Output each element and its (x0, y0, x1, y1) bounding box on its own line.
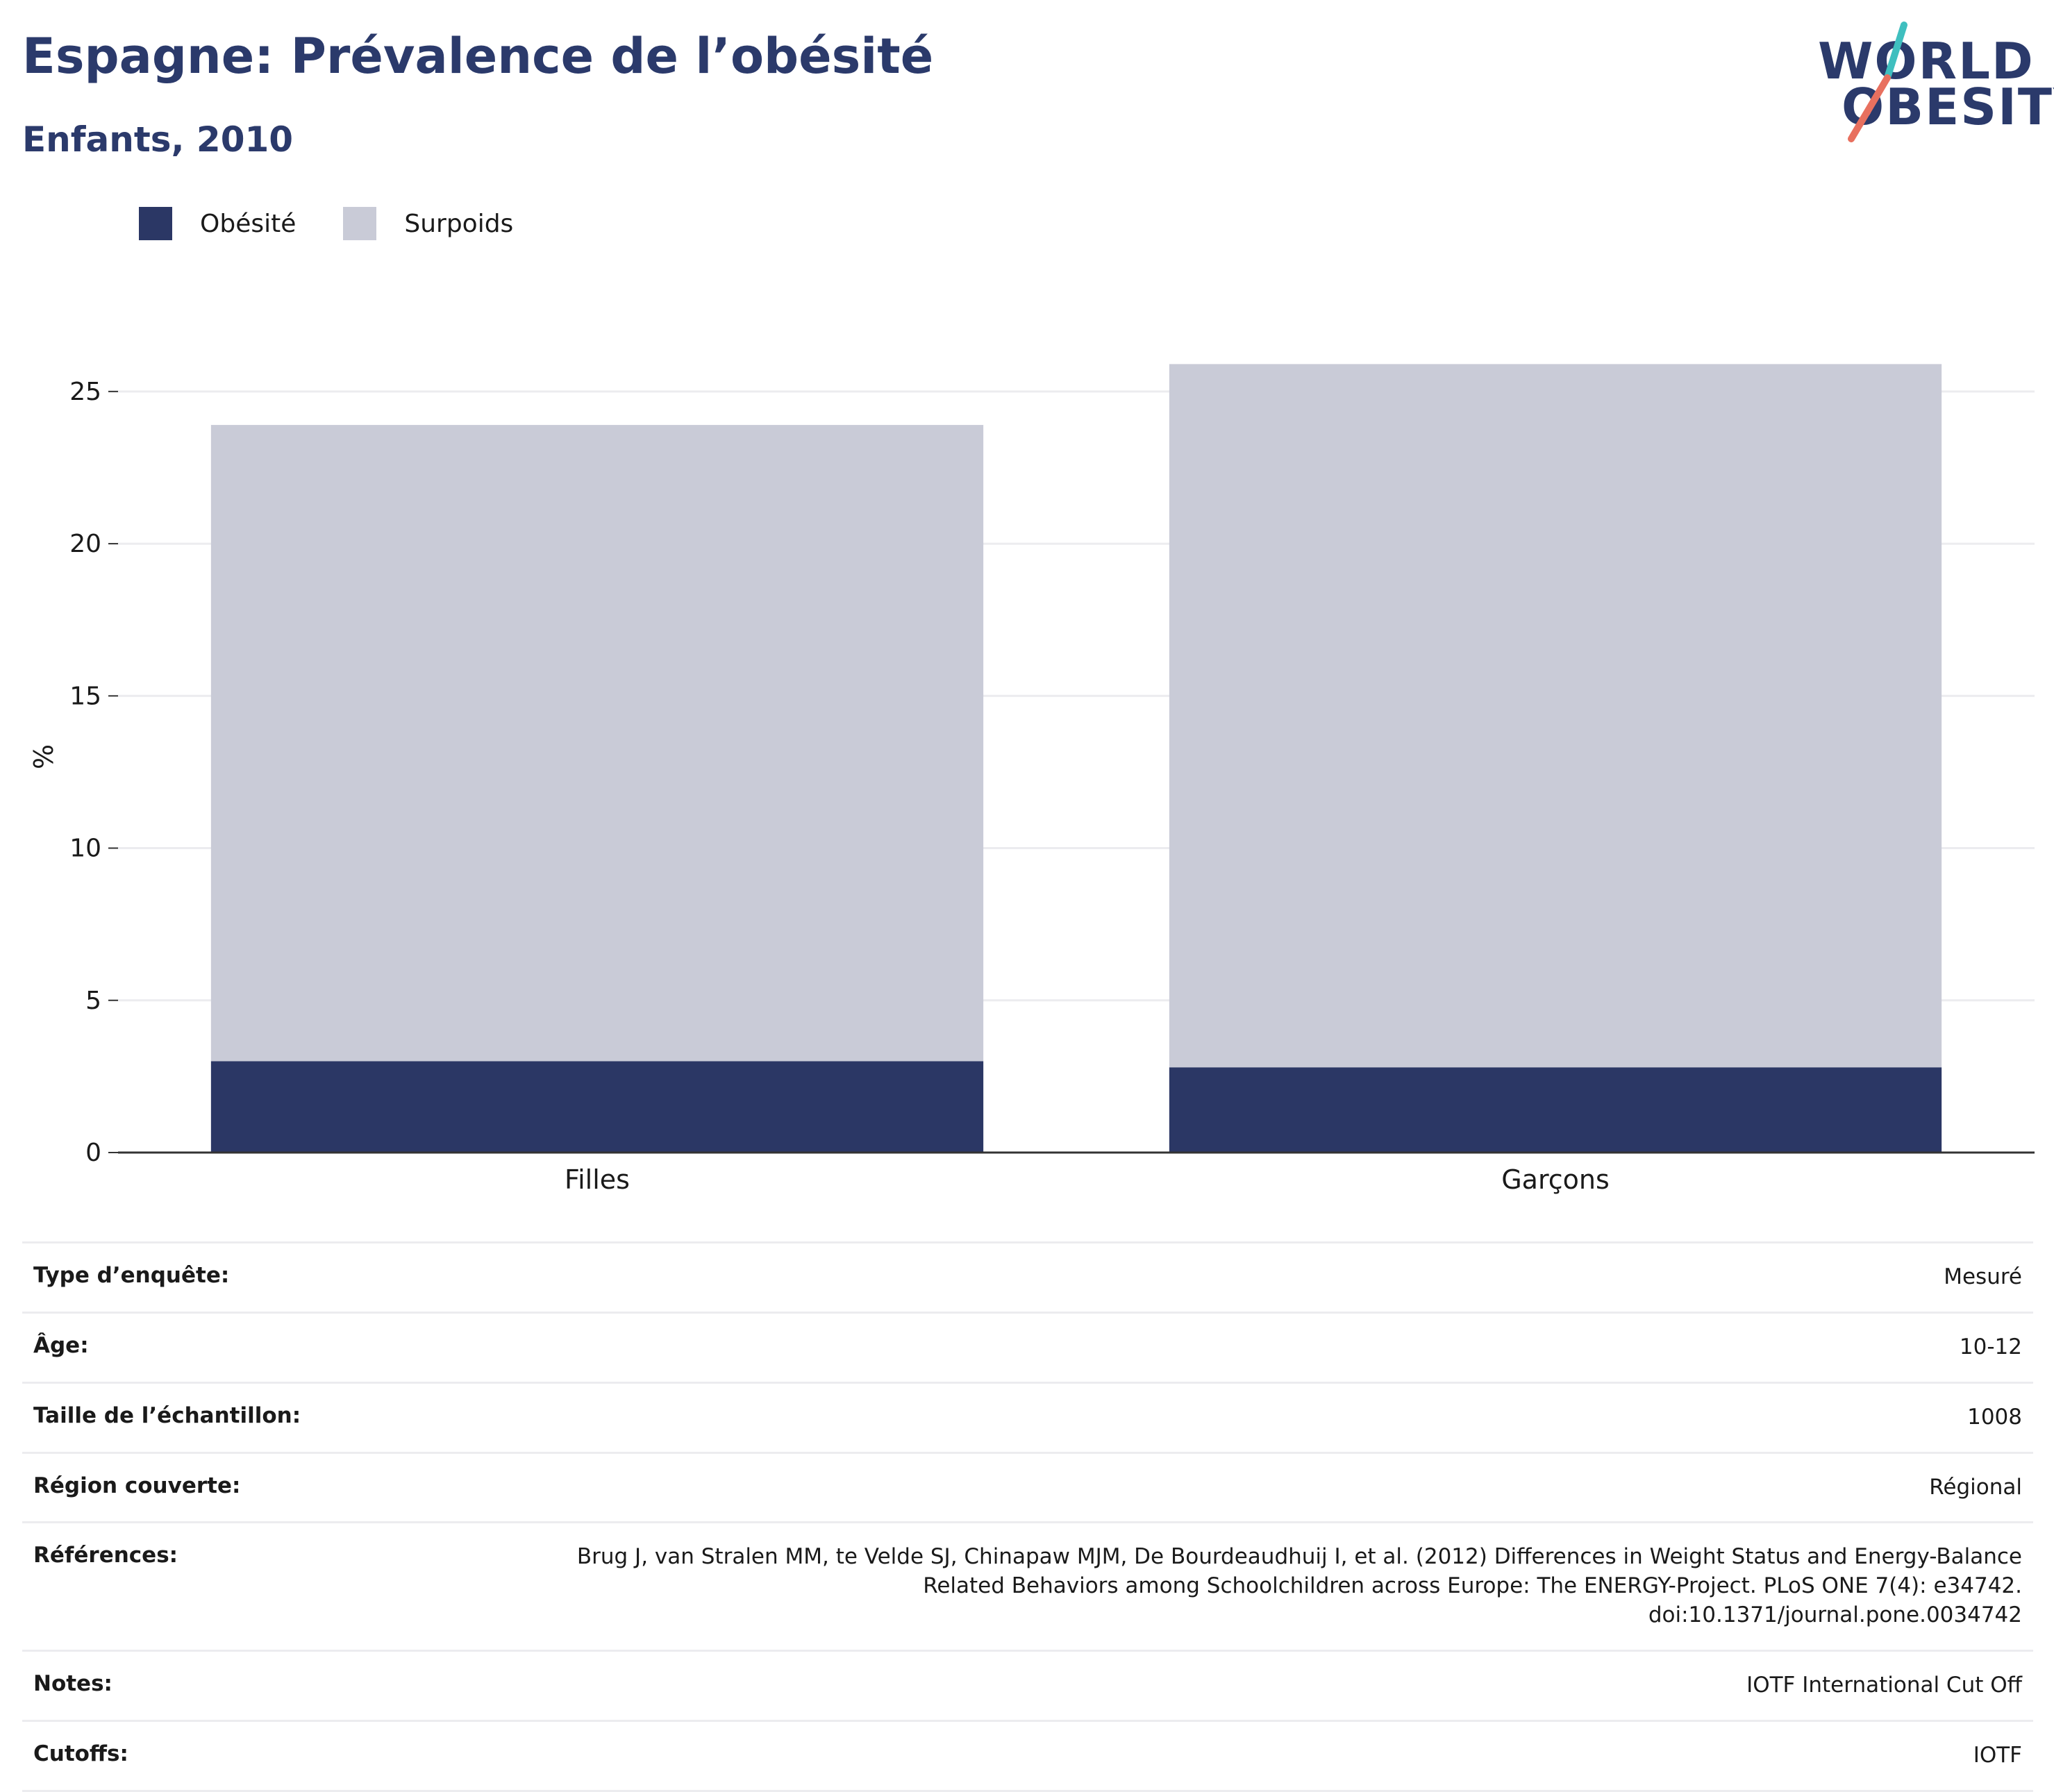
y-tick-label: 20 (69, 530, 101, 558)
details-value-line: 10-12 (1959, 1334, 2022, 1359)
y-tick-label: 15 (69, 682, 101, 710)
details-label: Taille de l’échantillon: (22, 1381, 531, 1453)
details-value: Régional (531, 1451, 2033, 1523)
x-tick-label: Garçons (1501, 1164, 1610, 1195)
details-value: Mesuré (531, 1241, 2033, 1313)
details-value: 10-12 (531, 1311, 2033, 1383)
world-obesity-logo: WORLD OBESITY (1805, 21, 2054, 146)
page-title: Espagne: Prévalence de l’obésité (22, 28, 934, 85)
details-value: 1008 (531, 1381, 2033, 1453)
details-value-line: Related Behaviors among Schoolchildren a… (923, 1573, 2022, 1599)
details-value-line: Brug J, van Stralen MM, te Velde SJ, Chi… (576, 1544, 2022, 1570)
details-label: Région couverte: (22, 1451, 531, 1523)
page-subtitle: Enfants, 2010 (22, 119, 294, 160)
legend-swatch-obesity (139, 207, 172, 240)
details-value: Brug J, van Stralen MM, te Velde SJ, Chi… (531, 1521, 2033, 1651)
legend-item-obesity: Obésité (139, 207, 296, 240)
details-label: Cutoffs: (22, 1719, 531, 1792)
y-tick-label: 10 (69, 835, 101, 863)
details-label: Type d’enquête: (22, 1241, 531, 1313)
details-row: Références: Brug J, van Stralen MM, te Ve… (22, 1521, 2033, 1651)
details-value: IOTF International Cut Off (531, 1649, 2033, 1721)
legend-label-overweight: Surpoids (404, 209, 514, 238)
details-value-line: Mesuré (1944, 1264, 2022, 1289)
survey-details-table: Type d’enquête: Mesuré Âge: 10-12 Taille de … (22, 1241, 2033, 1792)
y-axis-label: % (28, 744, 59, 769)
bar-overweight (210, 425, 984, 1062)
y-tick-label: 25 (69, 378, 101, 406)
details-label: Références: (22, 1521, 531, 1651)
y-tick-label: 0 (85, 1139, 101, 1167)
bar-obesity (210, 1061, 984, 1153)
details-value-line: IOTF International Cut Off (1746, 1672, 2022, 1698)
logo-line-1: WORLD (1818, 32, 2035, 90)
details-row: Taille de l’échantillon: 1008 (22, 1381, 2033, 1453)
details-value-line: IOTF (1973, 1742, 2022, 1768)
details-row: Cutoffs: IOTF (22, 1719, 2033, 1792)
legend-item-overweight: Surpoids (343, 207, 513, 240)
details-row: Région couverte: Régional (22, 1451, 2033, 1523)
details-row: Type d’enquête: Mesuré (22, 1241, 2033, 1313)
bar-chart: 0 5 10 15 20 25% Filles Garçons (28, 364, 2035, 1195)
details-row: Âge: 10-12 (22, 1311, 2033, 1383)
details-row: Notes: IOTF International Cut Off (22, 1649, 2033, 1721)
legend-label-obesity: Obésité (200, 209, 297, 238)
details-value-line: doi:10.1371/journal.pone.0034742 (1648, 1602, 2022, 1628)
x-tick-label: Filles (565, 1164, 630, 1195)
details-label: Âge: (22, 1311, 531, 1383)
details-value: IOTF (531, 1719, 2033, 1792)
y-tick-label: 5 (85, 987, 101, 1015)
details-value-line: Régional (1929, 1474, 2022, 1500)
chart-legend: Obésité Surpoids (139, 207, 541, 240)
logo-slash-icon (1848, 22, 1907, 142)
bar-overweight (1169, 364, 1942, 1068)
bar-obesity (1169, 1067, 1942, 1153)
details-label: Notes: (22, 1649, 531, 1721)
legend-swatch-overweight (343, 207, 377, 240)
details-value-line: 1008 (1967, 1404, 2022, 1430)
